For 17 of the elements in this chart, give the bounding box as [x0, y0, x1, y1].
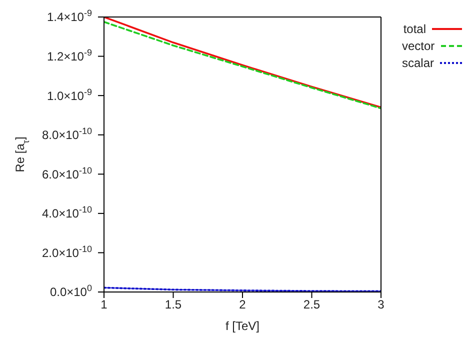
x-tick-label: 1.5 — [164, 298, 182, 312]
y-tick-label: 8.0×10$^{-10}$ — [42, 126, 92, 142]
x-axis-title: f [TeV] — [225, 319, 260, 333]
y-tick-label: 2.0×10$^{-10}$ — [42, 244, 92, 260]
x-tick-label: 2 — [239, 298, 246, 312]
x-tick-label: 3 — [378, 298, 385, 312]
y-tick-label: 1.0×10$^{-9}$ — [46, 86, 92, 103]
legend-label: vector — [402, 38, 435, 52]
y-tick-label: 0.0×10$^{0}$ — [50, 283, 92, 300]
x-tick-label: 2.5 — [303, 298, 320, 312]
x-tick-label: 1 — [100, 298, 108, 312]
legend-label: total — [403, 22, 426, 36]
legend-label: scalar — [402, 56, 434, 70]
y-tick-label: 6.0×10$^{-10}$ — [42, 165, 92, 182]
y-tick-label: 1.4×10$^{-9}$ — [46, 8, 92, 24]
y-tick-label: 4.0×10$^{-10}$ — [42, 204, 92, 221]
y-tick-label: 1.2×10$^{-9}$ — [46, 47, 92, 64]
